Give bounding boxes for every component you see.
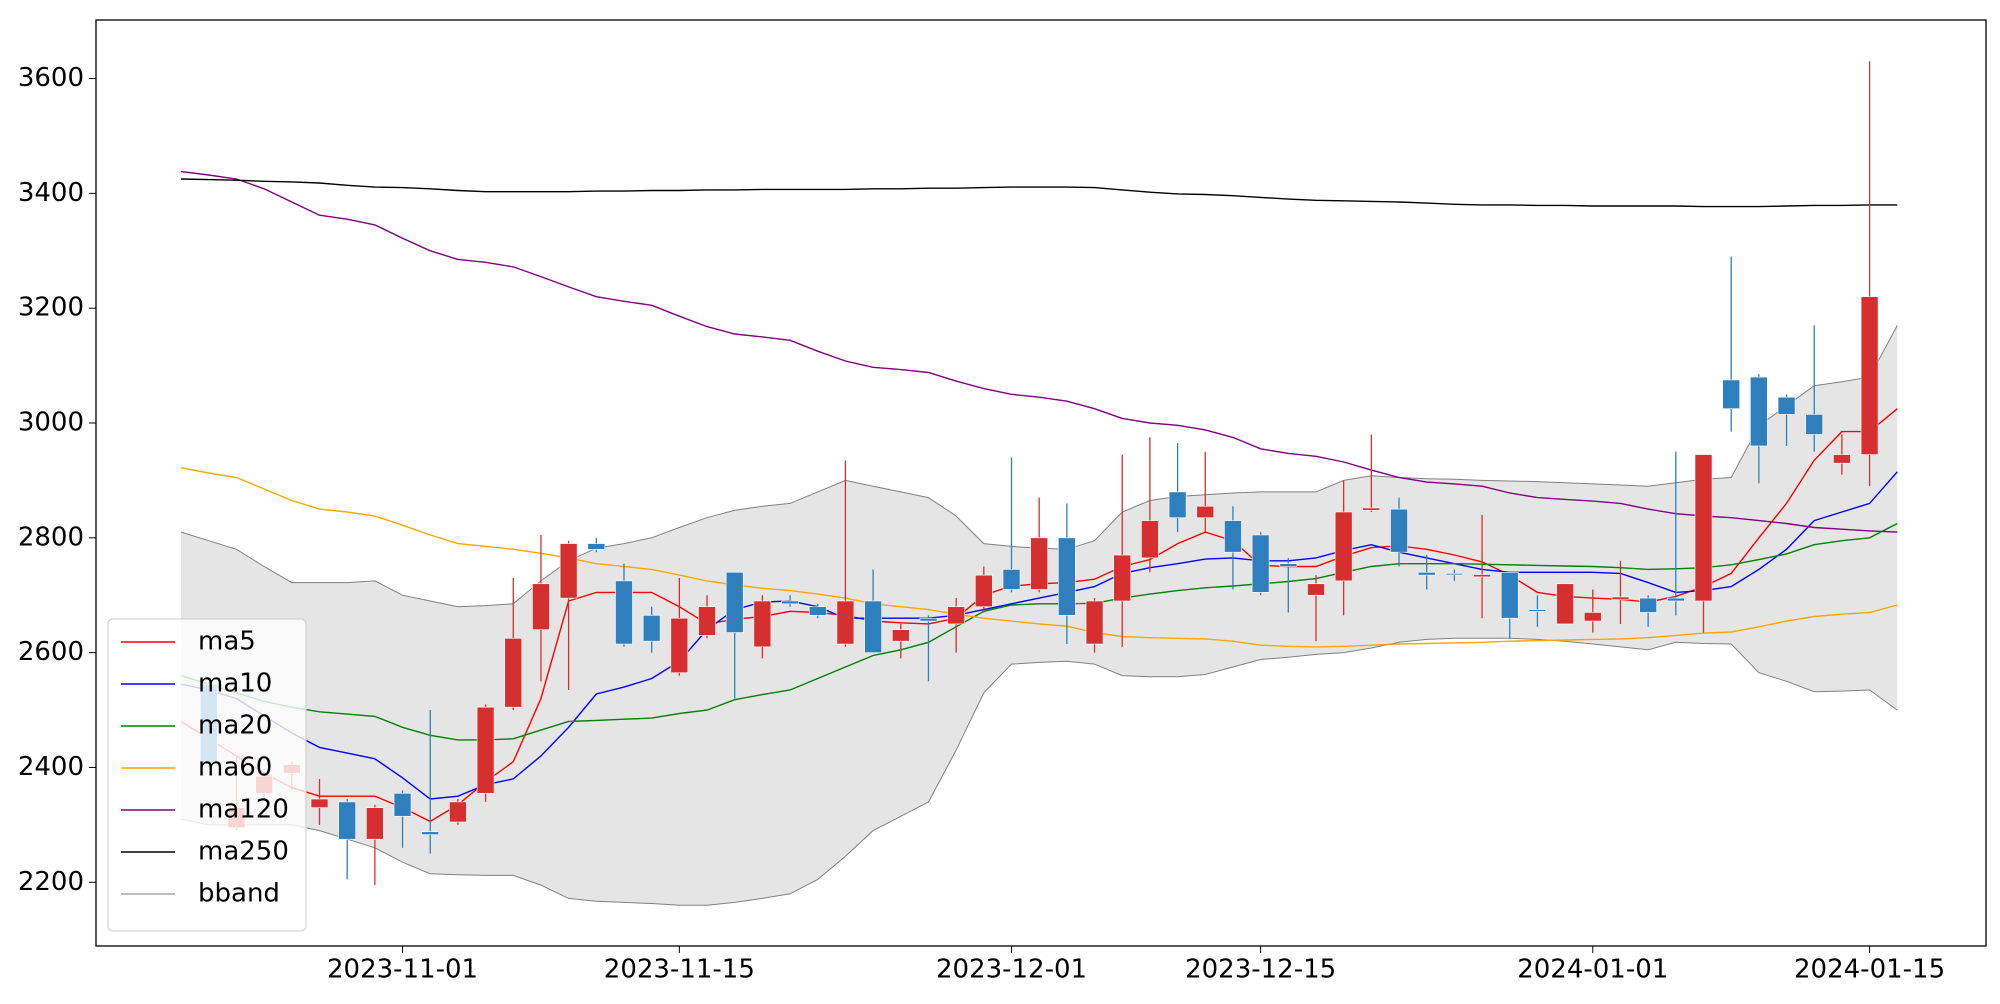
candle-body (587, 543, 606, 550)
band-fill (181, 325, 1898, 906)
y-tick-label: 3200 (18, 293, 84, 323)
candle-body (1417, 571, 1436, 576)
ma-line (180, 522, 1898, 741)
x-tick-label: 2023-11-01 (327, 955, 478, 985)
x-tick-label: 2023-11-15 (604, 955, 755, 985)
candle-body (615, 580, 633, 645)
y-tick-label: 2200 (18, 867, 84, 897)
candle-body (1833, 454, 1851, 464)
candle-body (1168, 491, 1187, 519)
legend-label: bband (198, 879, 280, 909)
ma-line (180, 471, 1898, 800)
candle-body (919, 617, 938, 622)
candle-body (698, 606, 716, 636)
candle-body (421, 831, 440, 835)
candle-body (366, 807, 384, 840)
candle-body (1667, 597, 1685, 602)
x-tick-label: 2023-12-01 (936, 955, 1087, 985)
candle-body (1694, 454, 1713, 602)
ma-line (180, 467, 1898, 648)
ma-line (181, 178, 1898, 208)
candle-body (1113, 554, 1132, 602)
y-tick-label: 3400 (18, 178, 84, 208)
candle-body (338, 801, 356, 840)
x-tick-label: 2023-12-15 (1185, 955, 1336, 985)
candle-body (975, 574, 993, 608)
y-tick-label: 3600 (18, 63, 84, 93)
candle-body (1528, 609, 1547, 612)
y-tick-label: 2600 (18, 637, 84, 667)
candle-body (1500, 571, 1519, 619)
candle-body (642, 615, 661, 642)
candle-body (1141, 520, 1159, 559)
candle-body (1583, 612, 1602, 622)
band-lower (180, 637, 1898, 906)
candle-body (836, 600, 855, 645)
candle-body (532, 583, 550, 630)
candle-body (1307, 583, 1325, 596)
legend-label: ma60 (198, 753, 272, 783)
legend: ma5 ma10 ma20 ma60 ma120 ma250 bband (107, 618, 307, 932)
legend-label: ma20 (198, 711, 272, 741)
plot-frame (95, 19, 1987, 947)
candle-body (670, 617, 689, 674)
x-tick-label: 2024-01-15 (1794, 955, 1945, 985)
y-tick-label: 3000 (18, 408, 84, 438)
legend-label: ma250 (198, 837, 289, 867)
candle-body (1224, 520, 1242, 553)
candle-body (891, 629, 910, 642)
candle-body (449, 801, 467, 823)
candle-body (781, 600, 799, 605)
candle-body (1279, 563, 1298, 567)
y-tick-label: 2800 (18, 522, 84, 552)
candle-body (393, 792, 412, 817)
candle-body (1750, 376, 1768, 447)
candle-body (1860, 296, 1879, 455)
candle-body (808, 606, 827, 616)
candle-body (1196, 505, 1215, 519)
ma-line (181, 170, 1898, 533)
candle-body (1639, 597, 1657, 613)
candle-body (1058, 537, 1076, 616)
candle-body (504, 637, 523, 708)
candle-body (1030, 537, 1048, 590)
candle-body (725, 571, 744, 633)
candle-body (1251, 534, 1270, 593)
candle-body (1611, 596, 1630, 600)
candle-body (1002, 569, 1021, 590)
candle-body (559, 543, 578, 599)
legend-label: ma5 (198, 627, 256, 657)
candle-body (1722, 379, 1740, 409)
x-tick-label: 2024-01-01 (1517, 955, 1668, 985)
y-tick-label: 2400 (18, 752, 84, 782)
legend-box (107, 618, 307, 932)
candle-body (1362, 507, 1381, 511)
candle-body (1777, 396, 1796, 415)
legend-label: ma120 (198, 795, 289, 825)
legend-label: ma10 (198, 669, 272, 699)
candle-body (1556, 583, 1574, 625)
candle-body (1445, 573, 1464, 576)
candle-body (753, 600, 772, 648)
candle-body (947, 606, 965, 625)
candle-body (1473, 574, 1491, 578)
candle-body (1334, 511, 1353, 582)
candle-body (1085, 600, 1104, 645)
candle-body (1390, 508, 1408, 553)
candle-body (864, 600, 882, 653)
candle-body (476, 706, 495, 794)
candle-body (1805, 414, 1824, 435)
candle-body (310, 798, 329, 808)
